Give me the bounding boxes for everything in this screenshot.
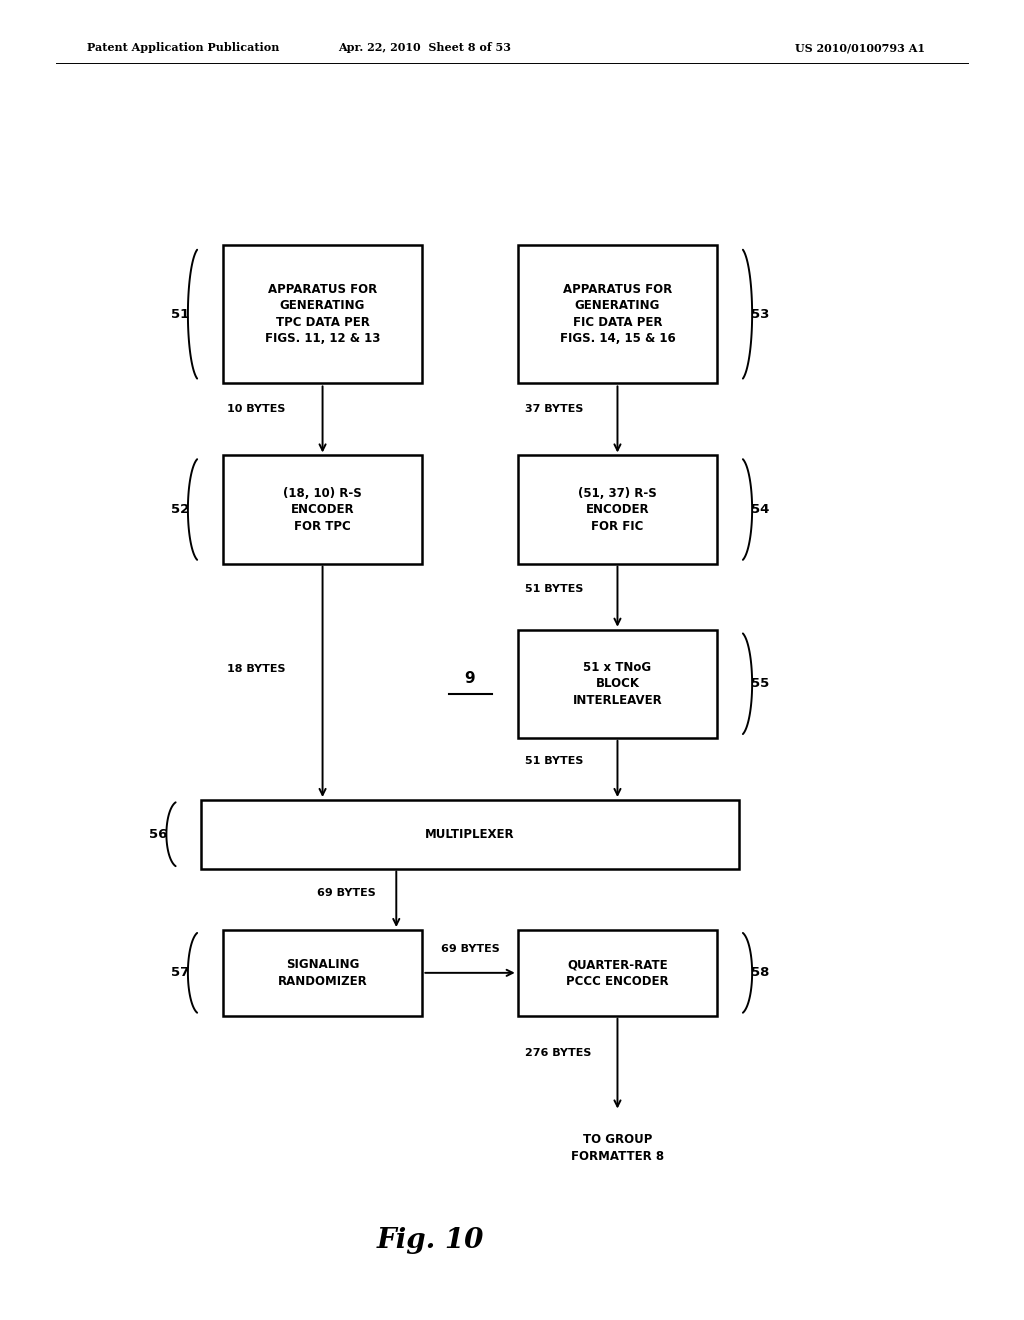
Text: 52: 52	[171, 503, 188, 516]
Text: 56: 56	[150, 828, 167, 841]
Text: 9: 9	[465, 671, 475, 686]
Text: Apr. 22, 2010  Sheet 8 of 53: Apr. 22, 2010 Sheet 8 of 53	[339, 42, 511, 53]
FancyBboxPatch shape	[223, 929, 422, 1016]
FancyBboxPatch shape	[223, 244, 422, 383]
Text: QUARTER-RATE
PCCC ENCODER: QUARTER-RATE PCCC ENCODER	[566, 958, 669, 987]
Text: 53: 53	[752, 308, 769, 321]
Text: 57: 57	[171, 966, 188, 979]
FancyBboxPatch shape	[201, 800, 739, 869]
Text: 54: 54	[752, 503, 769, 516]
Text: 18 BYTES: 18 BYTES	[227, 664, 286, 673]
Text: 69 BYTES: 69 BYTES	[440, 944, 500, 954]
FancyBboxPatch shape	[517, 455, 717, 564]
FancyBboxPatch shape	[517, 244, 717, 383]
Text: 51 x TNoG
BLOCK
INTERLEAVER: 51 x TNoG BLOCK INTERLEAVER	[572, 661, 663, 706]
Text: 51 BYTES: 51 BYTES	[525, 583, 584, 594]
Text: SIGNALING
RANDOMIZER: SIGNALING RANDOMIZER	[278, 958, 368, 987]
Text: 10 BYTES: 10 BYTES	[227, 404, 286, 414]
Text: TO GROUP
FORMATTER 8: TO GROUP FORMATTER 8	[571, 1133, 664, 1163]
Text: APPARATUS FOR
GENERATING
FIC DATA PER
FIGS. 14, 15 & 16: APPARATUS FOR GENERATING FIC DATA PER FI…	[559, 282, 676, 346]
Text: Fig. 10: Fig. 10	[377, 1228, 483, 1254]
Text: (18, 10) R-S
ENCODER
FOR TPC: (18, 10) R-S ENCODER FOR TPC	[284, 487, 361, 532]
Text: MULTIPLEXER: MULTIPLEXER	[425, 828, 515, 841]
FancyBboxPatch shape	[223, 455, 422, 564]
Text: 276 BYTES: 276 BYTES	[525, 1048, 592, 1059]
Text: APPARATUS FOR
GENERATING
TPC DATA PER
FIGS. 11, 12 & 13: APPARATUS FOR GENERATING TPC DATA PER FI…	[265, 282, 380, 346]
Text: Patent Application Publication: Patent Application Publication	[87, 42, 280, 53]
Text: 51: 51	[171, 308, 188, 321]
Text: 37 BYTES: 37 BYTES	[525, 404, 584, 414]
Text: (51, 37) R-S
ENCODER
FOR FIC: (51, 37) R-S ENCODER FOR FIC	[579, 487, 656, 532]
Text: 69 BYTES: 69 BYTES	[317, 887, 376, 898]
Text: 51 BYTES: 51 BYTES	[525, 756, 584, 766]
Text: 58: 58	[752, 966, 769, 979]
Text: 55: 55	[752, 677, 769, 690]
FancyBboxPatch shape	[517, 929, 717, 1016]
Text: US 2010/0100793 A1: US 2010/0100793 A1	[796, 42, 925, 53]
FancyBboxPatch shape	[517, 630, 717, 738]
